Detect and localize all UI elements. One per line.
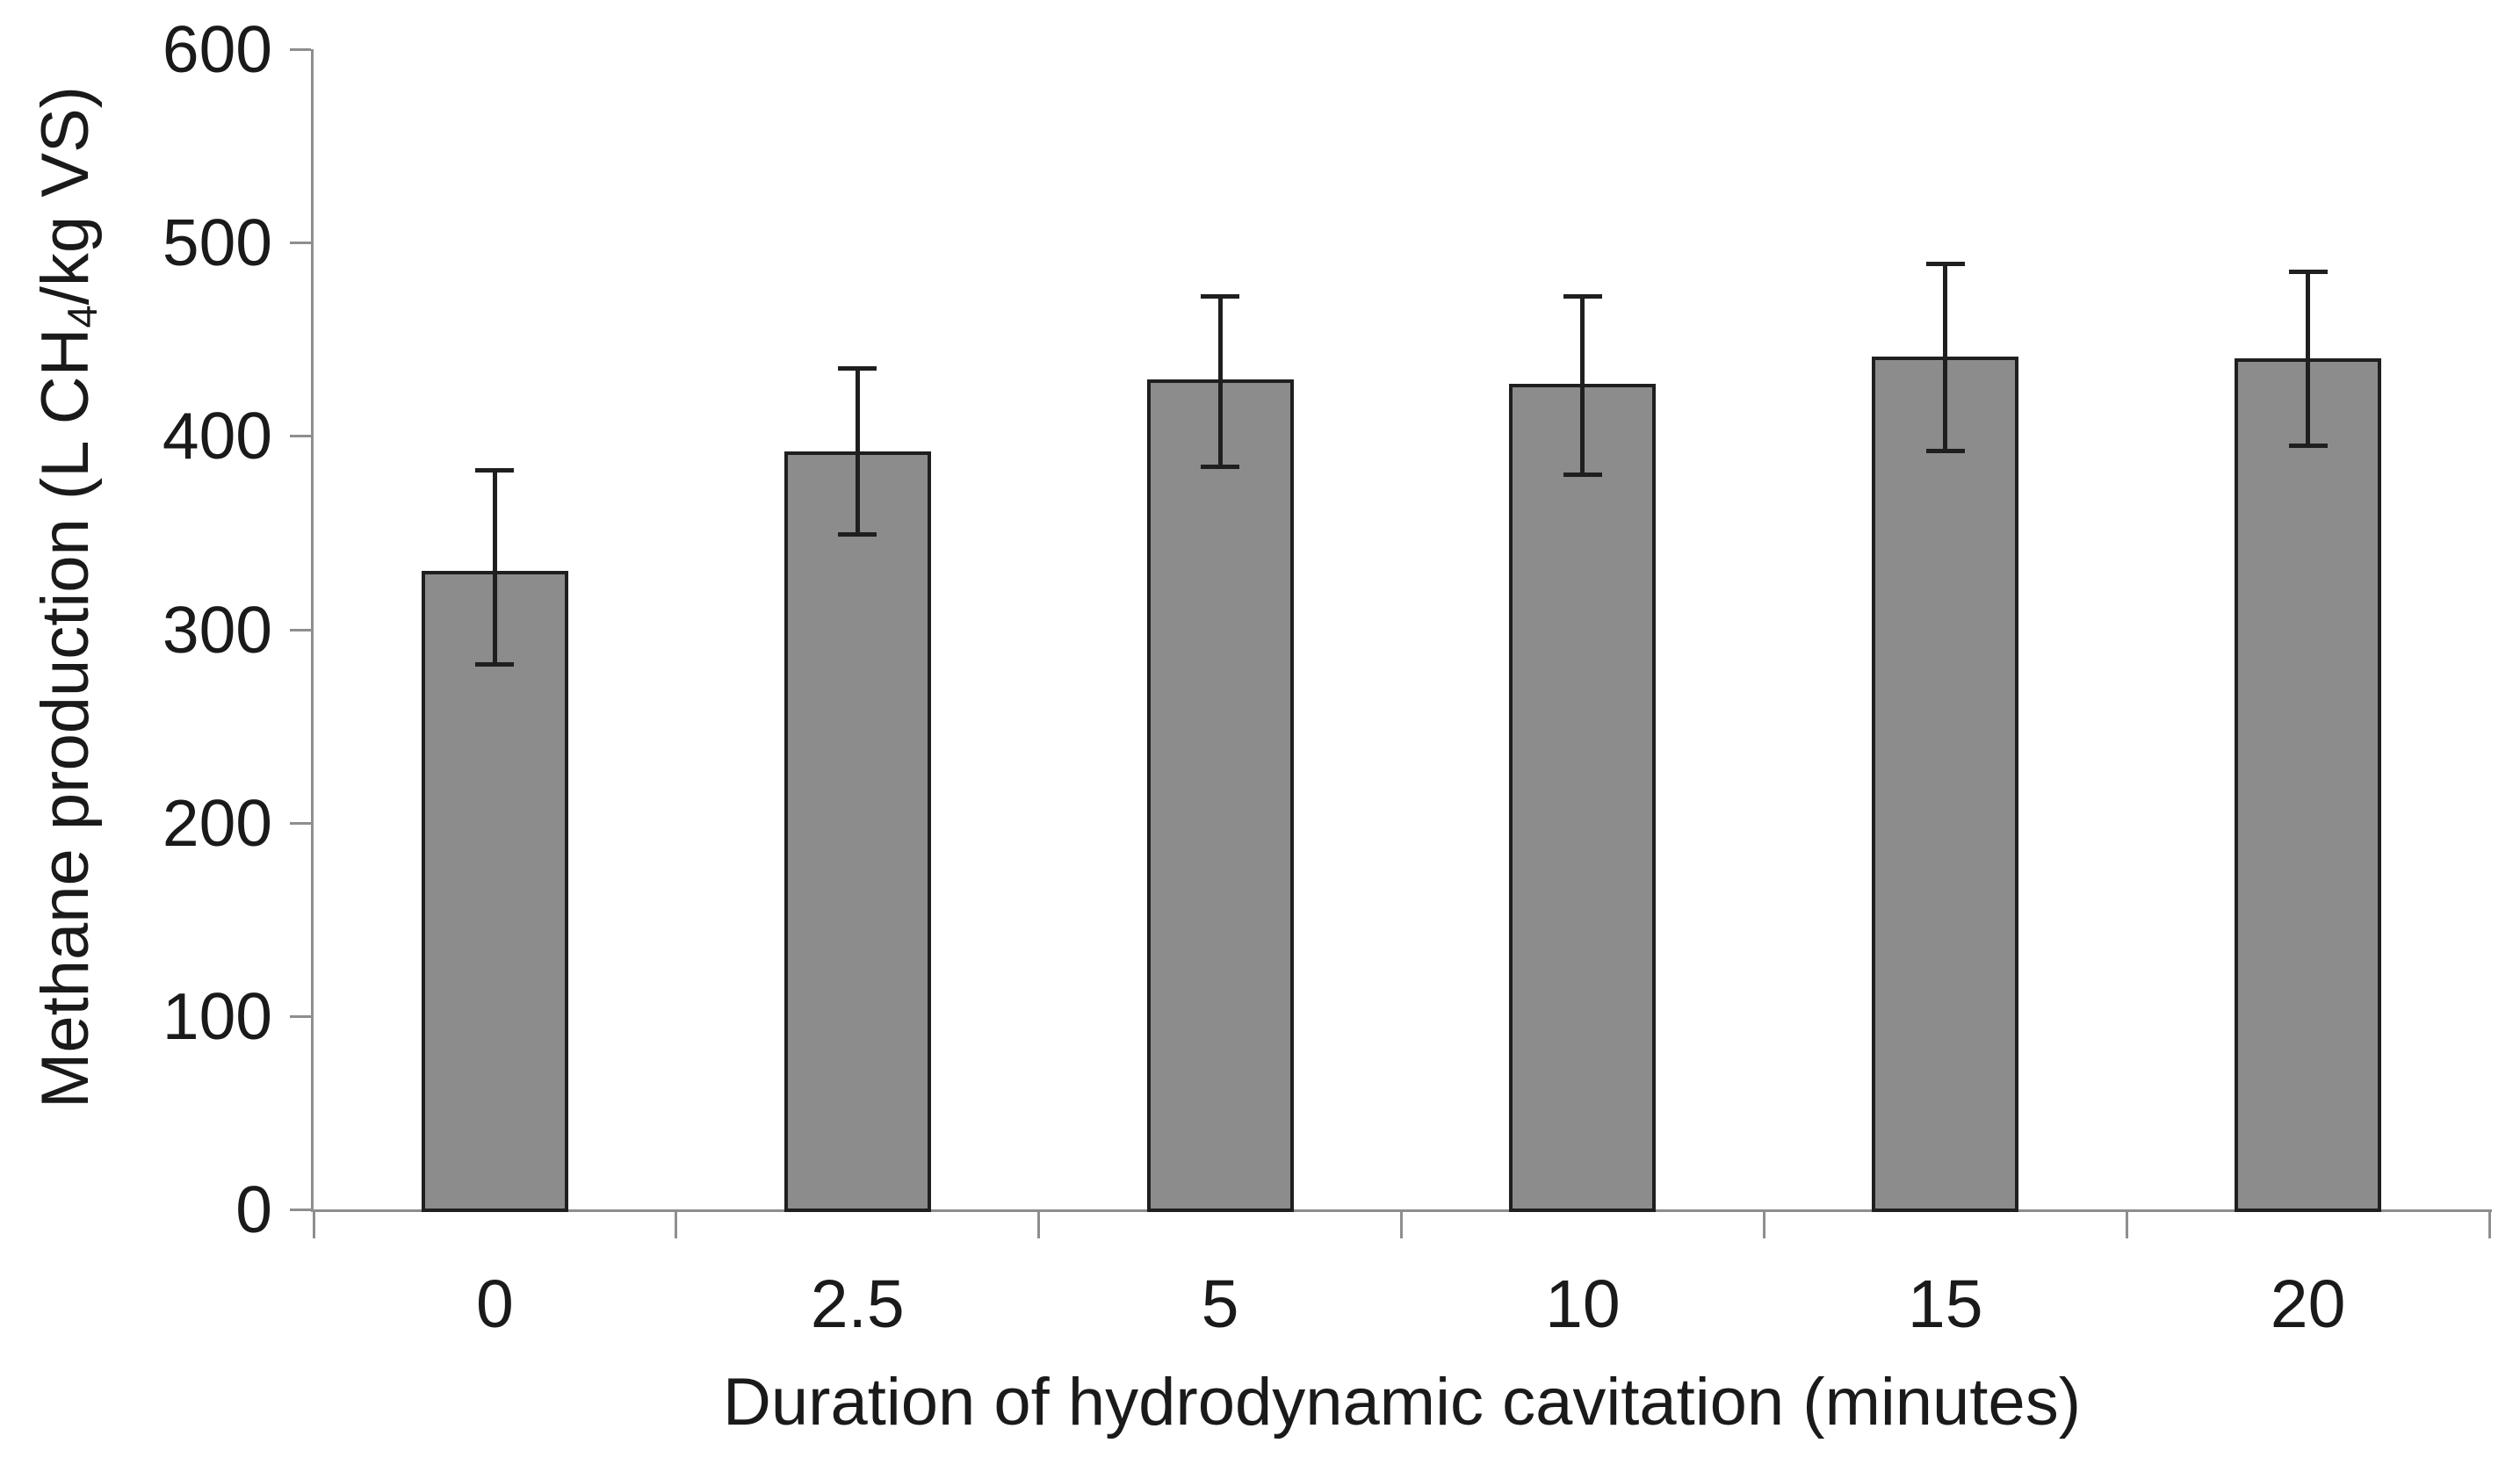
x-tick-label: 0: [475, 1266, 514, 1342]
bar-2.5min: [783, 451, 931, 1212]
y-tick-mark: [290, 628, 311, 631]
x-tick-label: 10: [1545, 1266, 1621, 1342]
category-boundary-tick: [675, 1212, 678, 1238]
y-tick-label: 100: [162, 978, 272, 1053]
error-bar-top-cap: [1563, 294, 1602, 299]
y-tick-mark: [290, 821, 311, 825]
category-boundary-tick: [1762, 1212, 1765, 1238]
y-tick-mark: [290, 48, 311, 51]
y-tick-label: 400: [162, 399, 272, 473]
bar-0min: [421, 571, 568, 1212]
y-tick-label: 500: [162, 206, 272, 280]
error-bar-line: [1580, 296, 1585, 475]
category-boundary-tick: [1037, 1212, 1041, 1238]
error-bar-line: [1217, 296, 1223, 467]
error-bar-bottom-cap: [1925, 449, 1965, 454]
error-bar-bottom-cap: [2288, 443, 2328, 448]
error-bar-top-cap: [838, 365, 877, 371]
category-boundary-tick: [312, 1212, 315, 1238]
y-tick-label: 600: [162, 12, 272, 86]
x-axis-title: Duration of hydrodynamic cavitation (min…: [722, 1365, 2081, 1440]
category-boundary-tick: [2125, 1212, 2128, 1238]
y-tick-mark: [290, 242, 311, 245]
y-axis-line: [311, 49, 314, 1212]
error-bar-bottom-cap: [1201, 465, 1240, 470]
y-tick-label: 300: [162, 592, 272, 667]
x-tick-label: 15: [1907, 1266, 1983, 1342]
x-axis-line: [311, 1209, 2492, 1212]
category-boundary-tick: [2488, 1212, 2491, 1238]
bar-20min: [2235, 358, 2382, 1212]
category-boundary-tick: [1400, 1212, 1403, 1238]
y-tick-label: 0: [235, 1173, 272, 1246]
error-bar-bottom-cap: [475, 661, 515, 667]
y-tick-mark: [290, 435, 311, 438]
y-tick-mark: [290, 1209, 311, 1211]
bar-10min: [1509, 383, 1657, 1212]
x-tick-label: 20: [2270, 1266, 2346, 1342]
error-bar-top-cap: [1925, 261, 1965, 266]
error-bar-top-cap: [475, 468, 515, 473]
x-tick-label: 2.5: [810, 1266, 905, 1342]
x-tick-label: 5: [1201, 1266, 1239, 1342]
error-bar-line: [1943, 263, 1948, 451]
bar-15min: [1872, 357, 2019, 1212]
error-bar-bottom-cap: [1563, 472, 1602, 477]
y-tick-mark: [290, 1014, 311, 1018]
error-bar-line: [2306, 271, 2311, 446]
y-tick-label: 200: [162, 785, 272, 860]
error-bar-line: [855, 368, 860, 535]
error-bar-bottom-cap: [838, 532, 877, 538]
error-bar-top-cap: [1201, 294, 1240, 299]
error-bar-line: [492, 470, 497, 665]
error-bar-top-cap: [2288, 269, 2328, 274]
bar-5min: [1146, 379, 1294, 1212]
